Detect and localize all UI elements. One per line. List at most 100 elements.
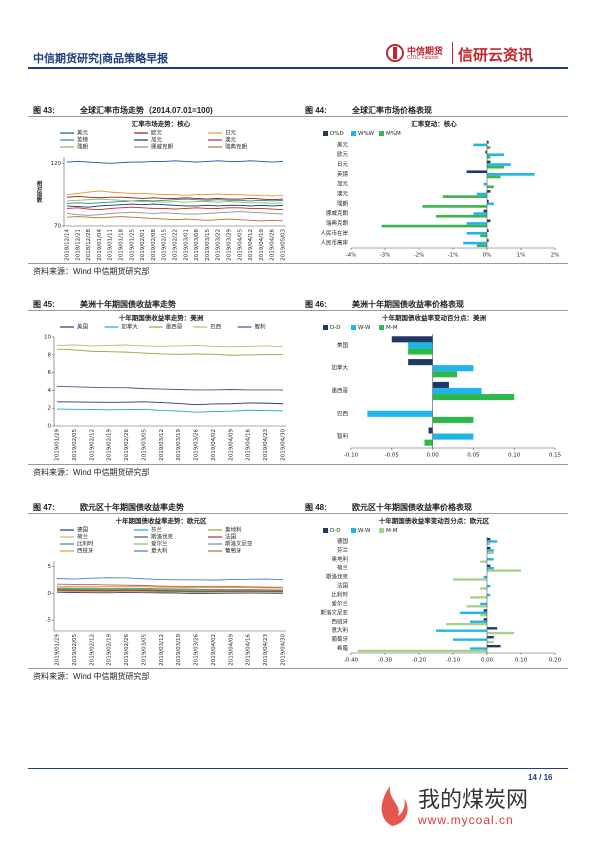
figure-label: 图 45: bbox=[33, 300, 55, 309]
legend-label: 挪威克朗 bbox=[151, 143, 174, 151]
divider bbox=[452, 42, 453, 64]
x-tick-label: 2019/01/11 bbox=[108, 229, 114, 261]
bar bbox=[480, 560, 487, 563]
x-tick-label: 0.00 bbox=[426, 453, 439, 459]
x-tick-label: 2019/04/19 bbox=[259, 229, 265, 261]
figure-title: 欧元区十年期国债收益率走势 bbox=[80, 503, 184, 512]
page-number: 14 / 16 bbox=[528, 773, 553, 782]
category-label: 瑞朗 bbox=[337, 199, 349, 207]
bar bbox=[487, 644, 501, 648]
bar bbox=[487, 558, 494, 561]
x-tick-label: 2019/03/19 bbox=[176, 429, 182, 461]
figure-title: 全球汇率市场走势（2014.07.01=100) bbox=[80, 106, 213, 115]
x-tick-label: 2019/04/09 bbox=[228, 634, 234, 666]
x-tick-label: 2019/03/22 bbox=[216, 229, 222, 261]
category-label: 智利 bbox=[337, 432, 348, 440]
x-tick-label: 2% bbox=[551, 253, 560, 259]
legend-label: 斯洛文尼亚 bbox=[225, 540, 253, 548]
bar bbox=[487, 627, 498, 630]
bar bbox=[357, 649, 487, 653]
legend-label: 爱尔兰 bbox=[151, 540, 168, 548]
series-line bbox=[56, 401, 284, 406]
footer-rule bbox=[28, 768, 568, 769]
legend-label: 法国 bbox=[225, 533, 237, 541]
bar bbox=[432, 433, 474, 440]
legend-label: 加元 bbox=[151, 136, 163, 144]
legend-label: 加拿大 bbox=[121, 323, 138, 331]
legend-label: 芬兰 bbox=[151, 526, 163, 534]
series-line bbox=[66, 206, 284, 211]
x-tick-label: 2019/02/22 bbox=[173, 229, 179, 261]
figure-label: 图 44: bbox=[305, 106, 327, 115]
legend-swatch bbox=[379, 528, 384, 533]
x-tick-label: 0.10 bbox=[515, 658, 528, 664]
x-tick-label: 0% bbox=[483, 253, 492, 259]
x-tick-label: 2019/03/12 bbox=[159, 634, 165, 666]
bar bbox=[428, 427, 433, 434]
bar bbox=[487, 584, 491, 588]
legend-label: M-M bbox=[386, 528, 398, 534]
category-label: 人民币在岸 bbox=[320, 229, 348, 237]
legend-label: 美元 bbox=[77, 129, 89, 137]
bar bbox=[408, 342, 433, 349]
y-axis-label: 相对指数 bbox=[36, 179, 43, 204]
chart-title: 十年期国债收益率走势：欧元区 bbox=[116, 516, 208, 525]
x-tick-label: 2019/01/29 bbox=[55, 634, 61, 666]
series-line bbox=[56, 588, 284, 592]
bar bbox=[487, 146, 491, 149]
x-tick-label: 2019/03/05 bbox=[141, 429, 147, 461]
bar bbox=[466, 605, 487, 608]
category-label: 比利时 bbox=[331, 591, 348, 599]
x-tick-label: 2019/02/15 bbox=[162, 229, 168, 261]
legend-swatch bbox=[351, 131, 356, 136]
x-tick-label: -0.10 bbox=[344, 453, 359, 459]
bar bbox=[466, 222, 487, 225]
x-tick-label: 2019/02/05 bbox=[72, 634, 78, 666]
figure-label: 图 48: bbox=[305, 503, 327, 512]
bar bbox=[473, 143, 487, 147]
legend-label: 日元 bbox=[225, 130, 237, 137]
category-label: 挪威克朗 bbox=[326, 209, 349, 217]
category-label: 澳元 bbox=[337, 190, 349, 198]
bar bbox=[487, 199, 489, 203]
category-label: 德国 bbox=[337, 537, 349, 545]
y-tick-label: 0 bbox=[48, 591, 52, 597]
legend-swatch bbox=[379, 131, 384, 136]
bar bbox=[487, 593, 491, 597]
bar bbox=[483, 209, 487, 213]
series-line bbox=[56, 590, 284, 594]
legend-label: W-W bbox=[358, 528, 371, 534]
bar bbox=[487, 640, 494, 644]
x-tick-label: 2019/04/16 bbox=[246, 634, 252, 666]
series-line bbox=[66, 196, 284, 201]
category-label: 斯洛伐克 bbox=[326, 573, 349, 581]
x-tick-label: -0.05 bbox=[385, 453, 400, 459]
series-line bbox=[56, 587, 284, 591]
chart-title: 十年期国债收益率变动百分点：欧元区 bbox=[379, 516, 490, 525]
bar bbox=[487, 165, 504, 169]
x-tick-label: -0.20 bbox=[412, 658, 427, 664]
logo-cn: 中信期货 bbox=[407, 46, 444, 56]
category-label: 意大利 bbox=[331, 626, 348, 634]
legend-label: W%W bbox=[358, 131, 375, 137]
legend-swatch bbox=[323, 131, 328, 136]
bar bbox=[487, 537, 491, 541]
y-tick-label: 120 bbox=[51, 161, 62, 167]
bar bbox=[487, 229, 489, 232]
y-tick-label: 10 bbox=[44, 335, 51, 341]
x-tick-label: -0.30 bbox=[378, 658, 393, 664]
bar bbox=[483, 575, 487, 579]
bar bbox=[487, 540, 498, 543]
x-tick-label: 2019/03/08 bbox=[194, 229, 200, 261]
series-line bbox=[56, 591, 284, 595]
x-tick-label: 2018/12/28 bbox=[86, 229, 92, 261]
x-tick-label: 2019/01/29 bbox=[55, 429, 61, 461]
figure-chart: 汇率变动：核心 D%D W%W M%M -4% -3% -2% -1% 0% 1% 2% 美元欧元日元… bbox=[320, 119, 560, 259]
legend-label: 奥地利 bbox=[225, 526, 242, 534]
category-label: 日元 bbox=[337, 161, 349, 168]
bar bbox=[483, 609, 487, 612]
x-tick-label: 1% bbox=[517, 253, 526, 259]
legend-label: D-D bbox=[330, 325, 340, 331]
legend-label: 美国 bbox=[77, 323, 89, 331]
y-tick-label: 0 bbox=[48, 424, 52, 430]
